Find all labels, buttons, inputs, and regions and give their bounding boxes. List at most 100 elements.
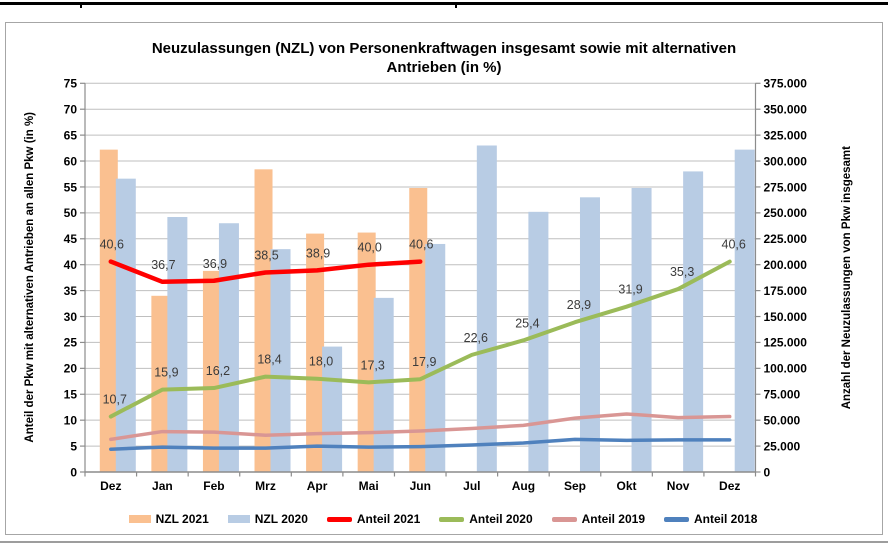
right-axis-tick-label: 150.000: [764, 310, 808, 324]
left-axis-tick-label: 65: [64, 128, 78, 142]
right-axis-tick-label: 125.000: [764, 336, 808, 350]
line-anteil-2021: [108, 259, 423, 285]
bar-nzl-2020-mai-5: [373, 297, 394, 472]
left-axis-tick-label: 40: [64, 258, 78, 272]
left-axis-tick-label: 50: [64, 206, 78, 220]
bar-nzl-2021-apr-4: [306, 233, 325, 472]
bar-nzl-2021-dez-0: [99, 149, 118, 473]
right-axis-tick-label: 200.000: [764, 258, 808, 272]
data-label-anteil-2020-mrz-3: 18,4: [257, 353, 281, 367]
left-axis-tick-label: 20: [64, 362, 78, 376]
data-label-anteil-2021-feb-2: 36,9: [203, 257, 227, 271]
right-axis-tick-label: 275.000: [764, 180, 808, 194]
left-axis-tick-label: 25: [64, 336, 78, 350]
left-axis-tick-label: 10: [64, 413, 78, 427]
legend-label-nzl-2021: NZL 2021: [155, 512, 209, 526]
legend-label-anteil-2018: Anteil 2018: [694, 512, 758, 526]
x-axis-category-label-mrz-3: Mrz: [255, 479, 276, 493]
right-axis-tick-label: 50.000: [764, 413, 801, 427]
bar-nzl-2021-jan-1: [151, 295, 170, 472]
left-axis-tick-label: 75: [64, 77, 78, 91]
right-axis-tick-label: 75.000: [764, 388, 801, 402]
x-axis-category-label-mai-5: Mai: [359, 479, 379, 493]
data-label-anteil-2020-nov-11: 35,3: [670, 265, 694, 279]
right-axis-tick-label: 325.000: [764, 128, 808, 142]
legend-label-anteil-2020: Anteil 2020: [469, 512, 533, 526]
right-axis-tick-label: 175.000: [764, 284, 808, 298]
bar-nzl-2021-mai-5: [357, 232, 376, 472]
x-axis-category-label-jun-6: Jun: [410, 479, 431, 493]
chart-title: Neuzulassungen (NZL) von Personenkraftwa…: [151, 40, 737, 76]
bar-nzl-2020-nov-11: [683, 171, 704, 472]
x-axis-category-label-sep-9: Sep: [564, 479, 586, 493]
bar-nzl-2020-dez-12: [734, 149, 755, 473]
data-label-anteil-2021-mrz-3: 38,5: [254, 248, 278, 262]
top-rule-tick: [80, 5, 82, 8]
legend-item-nzl-2020: NZL 2020: [227, 512, 308, 526]
bar-nzl-2020-jan-1: [167, 217, 188, 472]
bar-nzl-2020-dez-0: [115, 178, 136, 472]
data-label-anteil-2020-feb-2: 16,2: [206, 364, 230, 378]
left-axis-tick-label: 70: [64, 103, 78, 117]
left-axis-tick-label: 45: [64, 232, 78, 246]
data-label-anteil-2020-mai-5: 17,3: [361, 358, 385, 372]
bar-nzl-2021-feb-2: [202, 270, 221, 472]
data-label-anteil-2020-jun-6: 17,9: [412, 355, 436, 369]
bar-nzl-2020-aug-8: [528, 211, 549, 472]
left-axis-tick-label: 35: [64, 284, 78, 298]
x-axis-category-label-jan-1: Jan: [152, 479, 173, 493]
bar-nzl-2020-feb-2: [218, 223, 239, 472]
x-axis-category-label-apr-4: Apr: [307, 479, 328, 493]
legend-swatch-nzl-2020: [227, 515, 250, 523]
legend-swatch-nzl-2021: [128, 515, 151, 523]
bar-nzl-2020-jul-7: [476, 145, 497, 472]
data-label-anteil-2020-jan-1: 15,9: [154, 366, 178, 380]
bar-nzl-2020-mrz-3: [270, 249, 291, 472]
top-rule-tick: [455, 5, 457, 8]
legend-label-nzl-2020: NZL 2020: [254, 512, 308, 526]
data-label-anteil-2020-aug-8: 25,4: [515, 316, 539, 330]
data-label-anteil-2021-mai-5: 40,0: [358, 241, 382, 255]
legend-item-anteil-2020: Anteil 2020: [439, 512, 533, 526]
right-axis-tick-label: 250.000: [764, 206, 808, 220]
data-label-anteil-2020-apr-4: 18,0: [309, 355, 333, 369]
bar-nzl-2020-jun-6: [425, 243, 446, 472]
legend-swatch-anteil-2019: [551, 516, 577, 522]
legend-item-anteil-2018: Anteil 2018: [664, 512, 757, 526]
chart-legend: NZL 2021 NZL 2020 Anteil 2021 Anteil 2020 An…: [5, 508, 881, 530]
legend-label-anteil-2019: Anteil 2019: [581, 512, 646, 526]
line-anteil-2019: [109, 412, 732, 442]
data-label-anteil-2020-dez-0: 10,7: [103, 393, 127, 407]
bar-nzl-2021-jun-6: [409, 187, 428, 472]
data-label-anteil-2021-jun-6: 40,6: [409, 238, 433, 252]
data-label-anteil-2020-dez-12: 40,6: [722, 238, 746, 252]
legend-item-anteil-2019: Anteil 2019: [551, 512, 646, 526]
data-label-anteil-2021-jan-1: 36,7: [151, 258, 175, 272]
right-axis-tick-label: 375.000: [764, 77, 808, 91]
data-label-anteil-2021-apr-4: 38,9: [306, 246, 330, 260]
right-axis-tick-label: 300.000: [764, 154, 808, 168]
line-anteil-2020: [108, 259, 732, 419]
bar-nzl-2021-mrz-3: [254, 169, 273, 472]
legend-swatch-anteil-2021: [326, 516, 352, 522]
line-anteil-2018: [109, 437, 732, 451]
left-axis-tick-label: 60: [64, 154, 78, 168]
right-axis-tick-label: 25.000: [764, 439, 801, 453]
left-axis-tick-label: 55: [64, 180, 78, 194]
right-axis-tick-label: 0: [764, 465, 771, 479]
x-axis-category-label-jul-7: Jul: [463, 479, 480, 493]
data-label-anteil-2020-okt-10: 31,9: [618, 283, 642, 297]
page-bottom-rule: [0, 541, 888, 543]
x-axis-category-label-okt-10: Okt: [617, 479, 637, 493]
legend-label-anteil-2021: Anteil 2021: [356, 512, 421, 526]
right-axis-tick-label: 225.000: [764, 232, 808, 246]
right-axis-tick-label: 100.000: [764, 362, 808, 376]
legend-item-anteil-2021: Anteil 2021: [326, 512, 421, 526]
left-axis-tick-label: 15: [64, 388, 78, 402]
x-axis-category-label-dez-0: Dez: [100, 479, 121, 493]
legend-swatch-anteil-2020: [439, 516, 465, 522]
legend-swatch-anteil-2018: [664, 516, 690, 522]
x-axis-category-label-dez-12: Dez: [719, 479, 740, 493]
